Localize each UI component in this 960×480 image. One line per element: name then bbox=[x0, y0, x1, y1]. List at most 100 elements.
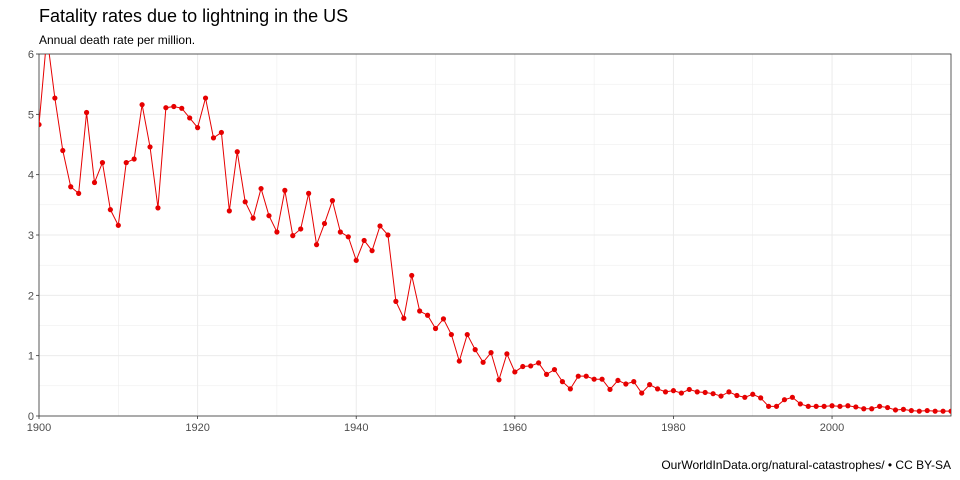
data-point bbox=[512, 369, 518, 375]
data-point bbox=[274, 229, 280, 235]
data-point bbox=[361, 237, 367, 244]
data-point bbox=[821, 403, 827, 409]
x-tick-label: 1920 bbox=[185, 422, 209, 434]
data-point bbox=[266, 213, 272, 219]
x-tick-label: 1900 bbox=[27, 422, 51, 434]
data-point bbox=[908, 407, 914, 414]
data-point bbox=[440, 316, 447, 322]
y-axis-ticks: 0 1 2 3 4 5 6 bbox=[28, 49, 39, 423]
data-point bbox=[853, 404, 859, 410]
data-point bbox=[766, 403, 772, 409]
data-point bbox=[107, 207, 113, 213]
data-point bbox=[916, 408, 922, 414]
data-point bbox=[662, 389, 669, 395]
data-point bbox=[702, 389, 708, 396]
major-gridlines bbox=[38, 53, 951, 417]
data-point bbox=[147, 144, 153, 150]
y-tick-label: 1 bbox=[28, 351, 34, 363]
data-point bbox=[44, 33, 49, 38]
chart-title: Fatality rates due to lightning in the U… bbox=[39, 6, 349, 26]
data-point bbox=[60, 147, 66, 154]
data-point bbox=[686, 386, 692, 393]
data-point bbox=[924, 407, 930, 414]
data-point bbox=[599, 376, 605, 382]
y-tick-label: 5 bbox=[28, 109, 34, 121]
data-point bbox=[528, 363, 534, 369]
data-point bbox=[353, 257, 359, 263]
data-point bbox=[464, 331, 470, 338]
data-point bbox=[401, 315, 407, 321]
data-point bbox=[781, 397, 788, 403]
chart-subtitle: Annual death rate per million. bbox=[39, 33, 196, 47]
data-point bbox=[321, 220, 328, 227]
data-point bbox=[884, 404, 891, 411]
data-point bbox=[123, 160, 129, 166]
data-point bbox=[298, 226, 304, 232]
data-point bbox=[68, 184, 74, 190]
data-point bbox=[448, 331, 454, 338]
y-tick-label: 6 bbox=[28, 49, 34, 61]
data-point bbox=[242, 199, 248, 205]
data-point bbox=[195, 125, 201, 131]
x-tick-label: 1960 bbox=[503, 422, 527, 434]
data-point bbox=[758, 395, 764, 401]
data-point bbox=[171, 103, 177, 110]
data-point bbox=[250, 215, 256, 221]
data-point bbox=[504, 351, 510, 357]
data-point bbox=[115, 222, 121, 228]
data-point bbox=[218, 129, 224, 136]
data-point bbox=[726, 389, 732, 395]
data-point bbox=[52, 95, 58, 101]
data-point bbox=[869, 406, 875, 412]
data-point bbox=[615, 377, 621, 384]
data-point bbox=[877, 403, 883, 409]
y-tick-label: 3 bbox=[28, 230, 34, 242]
data-point bbox=[155, 205, 161, 211]
y-tick-label: 2 bbox=[28, 290, 34, 302]
data-point bbox=[39, 121, 42, 128]
x-tick-label: 2000 bbox=[820, 422, 844, 434]
x-axis-ticks: 1900 1920 1940 1960 1980 2000 bbox=[27, 416, 844, 434]
data-point bbox=[456, 358, 462, 364]
data-point bbox=[369, 248, 375, 254]
data-point bbox=[76, 190, 82, 196]
data-point bbox=[861, 406, 867, 412]
x-tick-label: 1940 bbox=[344, 422, 368, 434]
data-point bbox=[290, 233, 296, 239]
data-point bbox=[163, 105, 169, 111]
data-point bbox=[306, 190, 312, 196]
data-point bbox=[385, 232, 391, 238]
data-point bbox=[131, 156, 137, 162]
data-point bbox=[607, 386, 613, 393]
data-point bbox=[718, 393, 724, 399]
data-point bbox=[742, 394, 748, 400]
data-point bbox=[480, 359, 486, 365]
data-point bbox=[345, 234, 351, 240]
data-point bbox=[940, 408, 946, 414]
data-point bbox=[409, 272, 415, 279]
data-point bbox=[202, 95, 209, 101]
data-point bbox=[393, 298, 399, 304]
data-point bbox=[694, 389, 700, 395]
y-tick-label: 4 bbox=[28, 170, 34, 182]
data-point bbox=[226, 208, 232, 214]
data-point bbox=[337, 229, 343, 235]
data-point bbox=[543, 371, 550, 377]
data-point bbox=[710, 391, 716, 397]
data-point bbox=[805, 403, 811, 409]
data-point bbox=[496, 377, 502, 383]
data-points bbox=[39, 33, 951, 414]
x-tick-label: 1980 bbox=[661, 422, 685, 434]
data-point bbox=[845, 403, 851, 409]
data-point bbox=[575, 373, 581, 379]
data-point bbox=[234, 149, 240, 155]
data-point bbox=[750, 391, 756, 397]
data-point bbox=[647, 382, 653, 388]
data-point bbox=[678, 390, 684, 396]
data-point bbox=[83, 109, 90, 116]
source-credit: OurWorldInData.org/natural-catastrophes/… bbox=[661, 458, 951, 472]
data-point bbox=[631, 379, 637, 385]
data-point bbox=[813, 403, 819, 409]
data-point bbox=[591, 376, 597, 382]
